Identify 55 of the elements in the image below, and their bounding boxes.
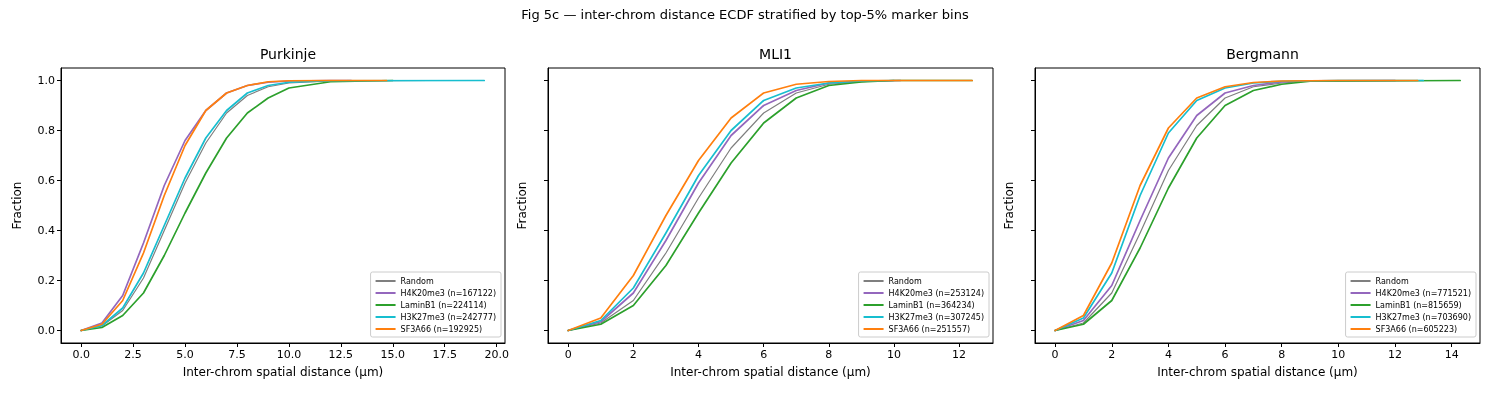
legend-label: H4K20me3 (n=771521) xyxy=(1375,288,1471,298)
legend-label: SF3A66 (n=192925) xyxy=(400,324,483,334)
y-tick-label: 0.2 xyxy=(37,274,55,287)
y-tick-label: 0.0 xyxy=(37,324,55,337)
x-tick-label: 2.5 xyxy=(124,348,142,361)
legend-label: LaminB1 (n=224114) xyxy=(400,300,487,310)
x-tick-label: 8 xyxy=(825,348,833,361)
legend-label: H3K27me3 (n=307245) xyxy=(888,312,984,322)
y-axis-title: Fraction xyxy=(10,181,24,230)
x-tick-label: 0 xyxy=(564,348,572,361)
legend-label: Random xyxy=(888,276,922,286)
y-tick-label: 1.0 xyxy=(37,74,55,87)
y-axis-title: Fraction xyxy=(1002,181,1016,230)
caption: Fig 5c — inter-chrom distance ECDF stratified by top-5% marker bins xyxy=(520,7,970,22)
x-tick-label: 2 xyxy=(1108,348,1116,361)
x-tick-label: 7.5 xyxy=(228,348,246,361)
legend-label: LaminB1 (n=364234) xyxy=(888,300,975,310)
x-axis-title: Inter-chrom spatial distance (µm) xyxy=(182,365,384,379)
x-tick-label: 0 xyxy=(1051,348,1059,361)
legend-label: SF3A66 (n=605223) xyxy=(1375,324,1458,334)
x-tick-label: 5.0 xyxy=(176,348,194,361)
legend-label: LaminB1 (n=815659) xyxy=(1375,300,1462,310)
chart-title: Purkinje xyxy=(259,46,317,62)
legend-label: H4K20me3 (n=167122) xyxy=(400,288,496,298)
y-tick-label: 0.4 xyxy=(37,224,55,237)
x-tick-label: 6 xyxy=(1221,348,1229,361)
legend-label: Random xyxy=(400,276,434,286)
x-tick-label: 8 xyxy=(1278,348,1286,361)
x-axis-title: Inter-chrom spatial distance (µm) xyxy=(1157,365,1358,379)
legend-label: H4K20me3 (n=253124) xyxy=(888,288,984,298)
x-tick-label: 2 xyxy=(629,348,637,361)
legend-label: Random xyxy=(1375,276,1409,286)
x-tick-label: 20.0 xyxy=(484,348,509,361)
x-tick-label: 10.0 xyxy=(276,348,302,361)
chart-title: MLI1 xyxy=(759,46,792,62)
x-tick-label: 15.0 xyxy=(380,348,406,361)
x-tick-label: 4 xyxy=(1164,348,1172,361)
x-tick-label: 10 xyxy=(886,348,901,361)
y-axis-title: Fraction xyxy=(515,181,529,230)
x-tick-label: 10 xyxy=(1331,348,1346,361)
x-tick-label: 17.5 xyxy=(432,348,457,361)
x-tick-label: 12 xyxy=(1388,348,1403,361)
x-tick-label: 14 xyxy=(1444,348,1459,361)
x-tick-label: 6 xyxy=(760,348,768,361)
chart-title: Bergmann xyxy=(1226,46,1299,62)
legend-label: SF3A66 (n=251557) xyxy=(888,324,971,334)
x-tick-label: 4 xyxy=(695,348,703,361)
legend-label: H3K27me3 (n=703690) xyxy=(1375,312,1471,322)
x-tick-label: 12.5 xyxy=(328,348,354,361)
y-tick-label: 0.8 xyxy=(37,124,55,137)
x-axis-title: Inter-chrom spatial distance (µm) xyxy=(670,365,871,379)
legend-label: H3K27me3 (n=242777) xyxy=(400,312,496,322)
x-tick-label: 0.0 xyxy=(72,348,90,361)
x-tick-label: 12 xyxy=(952,348,967,361)
y-tick-label: 0.6 xyxy=(37,174,55,187)
